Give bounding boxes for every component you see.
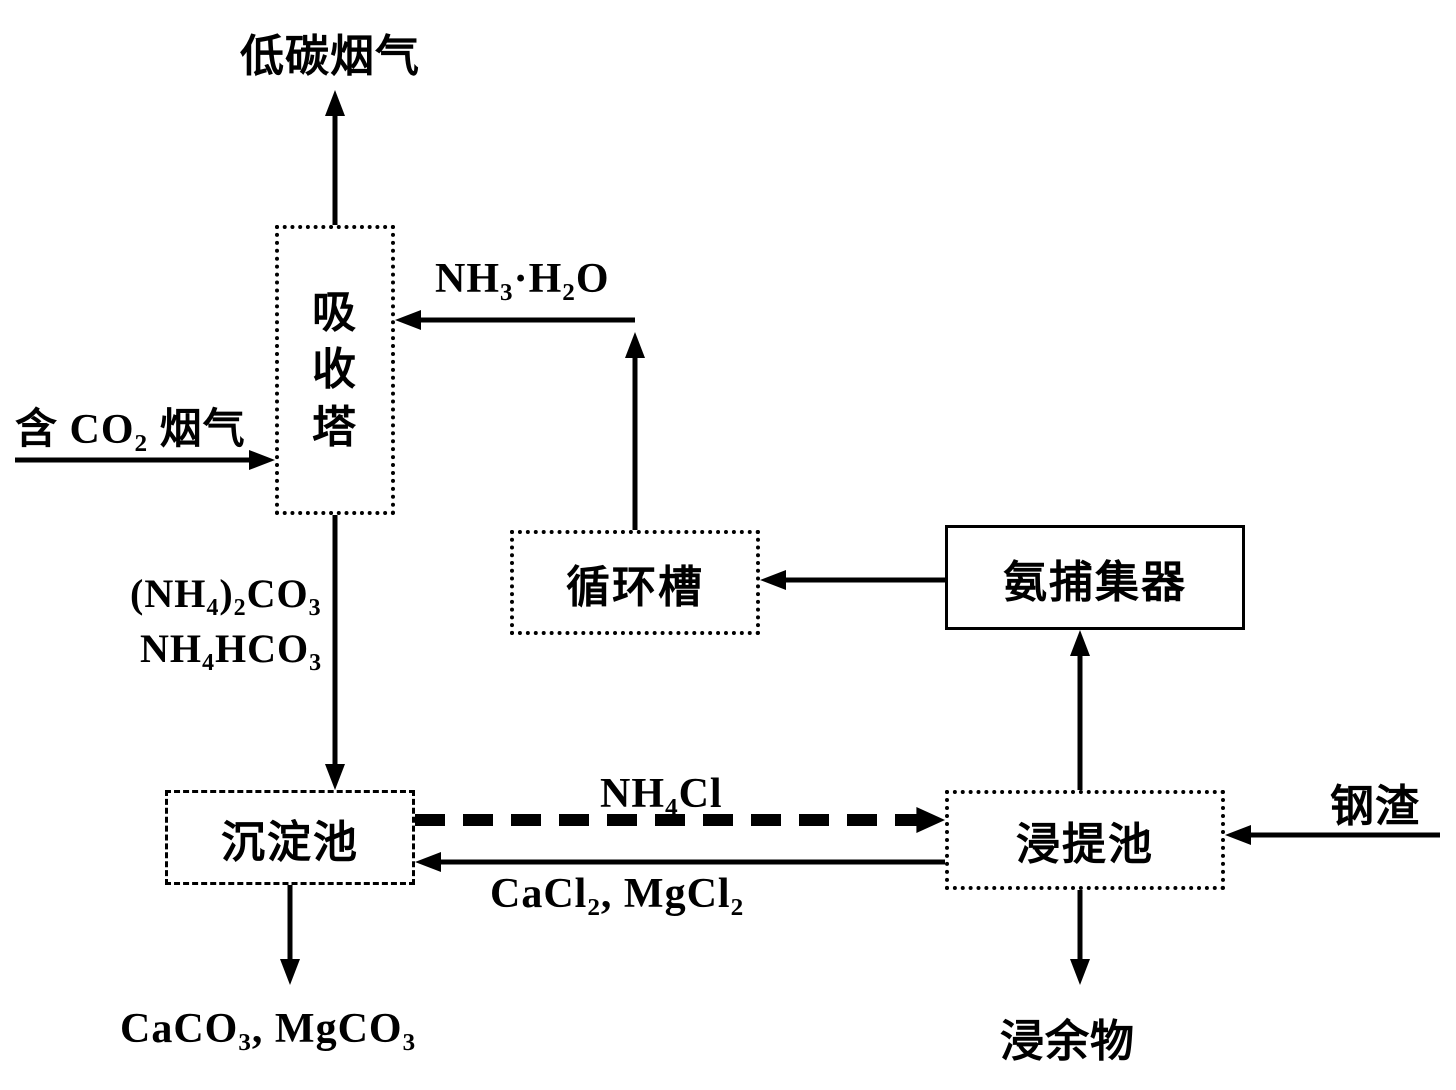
arrow-absorber-to-lowcarbon <box>325 90 345 225</box>
node-circulator: 循环槽 <box>510 530 760 635</box>
node-absorber-char2: 收 <box>312 341 358 398</box>
arrow-absorber-to-settling <box>325 515 345 790</box>
label-low-carbon-gas: 低碳烟气 <box>240 20 420 84</box>
label-caco3-mgco3: CaCO₃, MgCO₃ <box>120 1005 416 1053</box>
label-steel-slag: 钢渣 <box>1330 770 1420 834</box>
label-leach-residue: 浸余物 <box>1000 1005 1135 1069</box>
node-absorber-char3: 塔 <box>312 399 358 456</box>
label-cacl2-mgcl2: CaCl₂, MgCl₂ <box>490 870 744 918</box>
node-circulator-label: 循环槽 <box>566 551 704 615</box>
label-nh4cl: NH₄Cl <box>600 770 723 818</box>
node-ammonia-trap: 氨捕集器 <box>945 525 1245 630</box>
arrow-circulator-up <box>625 332 645 530</box>
diagram-canvas: 吸 收 塔 循环槽 氨捕集器 沉淀池 浸提池 低碳烟气 NH₃·H₂O 含 CO… <box>0 0 1456 1090</box>
arrow-leach-to-settling-cacl2 <box>415 852 945 872</box>
arrow-nh3h2o-to-absorber <box>395 310 635 330</box>
node-absorber-char1: 吸 <box>312 284 358 341</box>
label-co2-flue-gas: 含 CO₂ 烟气 <box>15 395 246 456</box>
arrow-leach-to-trap <box>1070 630 1090 790</box>
label-nh3-h2o: NH₃·H₂O <box>435 255 610 303</box>
arrow-settling-to-product <box>280 885 300 985</box>
node-leaching-pool: 浸提池 <box>945 790 1225 890</box>
node-ammonia-trap-label: 氨捕集器 <box>1003 546 1187 610</box>
label-nh42co3: (NH₄)₂CO₃ <box>130 570 322 617</box>
node-absorber: 吸 收 塔 <box>275 225 395 515</box>
arrow-trap-to-circulator <box>760 570 945 590</box>
node-settling-pool: 沉淀池 <box>165 790 415 885</box>
arrow-leach-to-residue <box>1070 890 1090 985</box>
node-settling-pool-label: 沉淀池 <box>221 806 359 870</box>
node-leaching-pool-label: 浸提池 <box>1016 808 1154 872</box>
label-nh4hco3: NH₄HCO₃ <box>140 625 322 672</box>
